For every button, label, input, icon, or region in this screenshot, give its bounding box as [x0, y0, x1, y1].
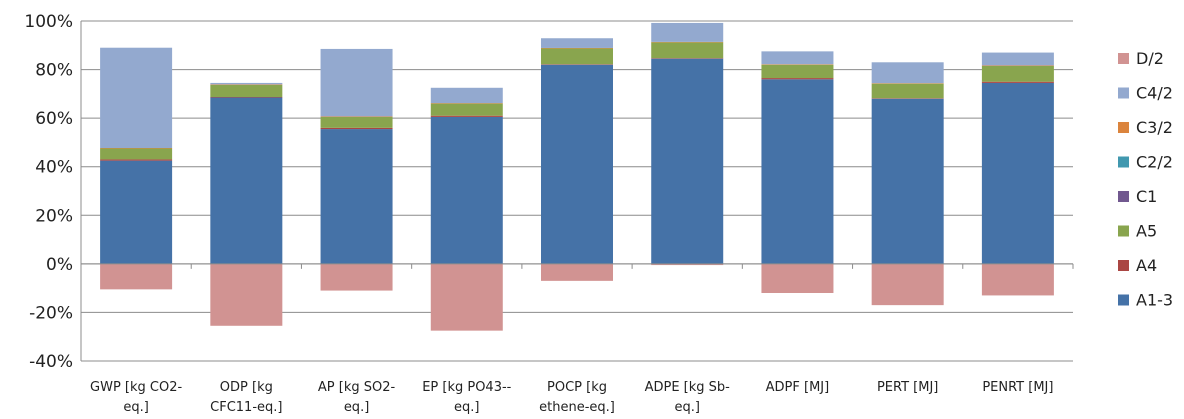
bar-segment-a4 [871, 98, 944, 99]
bar-segment-c3-2 [541, 47, 613, 49]
bar-segment-d-2 [430, 263, 503, 331]
bar-segment-c3-2 [210, 84, 283, 85]
bar-segment-a5 [210, 84, 283, 98]
bar-segment-c4-2 [981, 52, 1054, 66]
bar-segment-a4 [100, 159, 173, 161]
bar-segment-c3-2 [100, 148, 173, 149]
bar-segment-c4-2 [761, 51, 834, 65]
bar-segment-c3-2 [981, 65, 1054, 66]
x-category-label: ODP [kg CFC11-eq.] [210, 380, 282, 415]
bar-segment-a4 [981, 81, 1054, 83]
bar-segment-a4 [761, 78, 834, 80]
legend-label: A5 [1136, 222, 1157, 241]
y-tick-label: 80% [35, 61, 73, 81]
legend-swatch [1118, 260, 1129, 271]
bar-segment-a1-3 [430, 116, 503, 264]
legend-swatch [1118, 122, 1129, 133]
y-tick-label: 100% [24, 12, 73, 32]
bar-segment-a4 [430, 115, 503, 117]
legend-label: A4 [1136, 256, 1157, 275]
bar-segment-a5 [100, 148, 173, 160]
legend-label: A1-3 [1136, 291, 1173, 310]
y-tick-label: 60% [35, 109, 73, 129]
bar-segment-a5 [871, 83, 944, 99]
legend-swatch [1118, 53, 1129, 64]
bar-segment-c3-2 [761, 64, 834, 65]
legend-item: D/2 [1118, 49, 1164, 68]
bar-segment-c4-2 [871, 62, 944, 84]
bar-segment-c3-2 [430, 103, 503, 104]
legend-item: C3/2 [1118, 118, 1173, 137]
y-tick-label: -40% [29, 352, 73, 372]
bar-segment-a5 [430, 103, 503, 116]
bar-segment-c3-2 [320, 116, 393, 117]
bar-segment-a1-3 [761, 79, 834, 264]
y-tick-label: 40% [35, 158, 73, 178]
x-category-label: ADPE [kg Sb-eq.] [645, 380, 731, 415]
legend-label: C4/2 [1136, 84, 1173, 103]
legend-swatch [1118, 191, 1129, 202]
bar-segment-c4-2 [541, 38, 613, 48]
legend-item: A4 [1118, 256, 1157, 275]
bar-segment-d-2 [651, 263, 724, 266]
legend-item: C1 [1118, 187, 1157, 206]
legend-swatch [1118, 225, 1129, 237]
x-category-label: EP [kg PO43--eq.] [422, 380, 511, 415]
bar-segment-a4 [320, 127, 393, 130]
bar-segment-a1-3 [871, 98, 944, 264]
bar-segment-a4 [541, 64, 613, 65]
x-category-label: PENRT [MJ] [982, 380, 1053, 395]
bar-segment-a4 [651, 58, 724, 59]
y-tick-label: 20% [35, 206, 73, 226]
x-category-label: ADPF [MJ] [766, 380, 830, 395]
legend-label: C1 [1136, 187, 1157, 206]
legend-item: C2/2 [1118, 153, 1173, 172]
bar-segment-a1-3 [541, 64, 613, 264]
bar-segment-d-2 [871, 263, 944, 306]
x-category-label: AP [kg SO2-eq.] [318, 380, 396, 415]
bar-segment-d-2 [320, 263, 393, 291]
legend-label: C2/2 [1136, 153, 1173, 172]
bar-segment-a5 [320, 116, 393, 128]
bar-segment-c3-2 [651, 41, 724, 43]
bar-segment-a5 [541, 48, 613, 65]
x-category-label: PERT [MJ] [877, 380, 938, 395]
legend-item: C4/2 [1118, 84, 1173, 103]
x-category-label: GWP [kg CO2-eq.] [90, 380, 182, 415]
x-category-label: POCP [kg ethene-eq.] [539, 380, 615, 415]
legend-item: A5 [1118, 222, 1157, 241]
bar-segment-a1-3 [981, 82, 1054, 264]
legend-swatch [1118, 294, 1129, 306]
bar-segment-d-2 [981, 263, 1054, 296]
bar-segment-c4-2 [430, 87, 503, 104]
bar-segment-c4-2 [100, 47, 173, 149]
legend-swatch [1118, 156, 1129, 168]
bar-segment-d-2 [100, 263, 173, 290]
bar-segment-c4-2 [320, 48, 393, 117]
bar-segment-a4 [210, 97, 283, 98]
bar-segment-a1-3 [320, 129, 393, 264]
bar-segment-a1-3 [100, 160, 173, 264]
legend-swatch [1118, 87, 1129, 99]
bar-segment-c4-2 [651, 22, 724, 42]
bar-segment-c3-2 [871, 83, 944, 84]
bar-segment-a5 [761, 64, 834, 79]
bar-segment-d-2 [761, 263, 834, 293]
legend-item: A1-3 [1118, 291, 1173, 310]
bar-segment-a1-3 [210, 97, 283, 264]
bar-segment-c4-2 [210, 82, 283, 85]
bar-segment-d-2 [210, 263, 283, 326]
legend-label: C3/2 [1136, 118, 1173, 137]
bar-segment-a1-3 [651, 58, 724, 264]
bar-segment-a5 [981, 65, 1054, 82]
legend-label: D/2 [1136, 49, 1164, 68]
y-tick-label: -20% [29, 303, 73, 323]
bar-segment-d-2 [541, 263, 613, 281]
bar-segment-a5 [651, 42, 724, 59]
y-tick-label: 0% [46, 255, 73, 275]
